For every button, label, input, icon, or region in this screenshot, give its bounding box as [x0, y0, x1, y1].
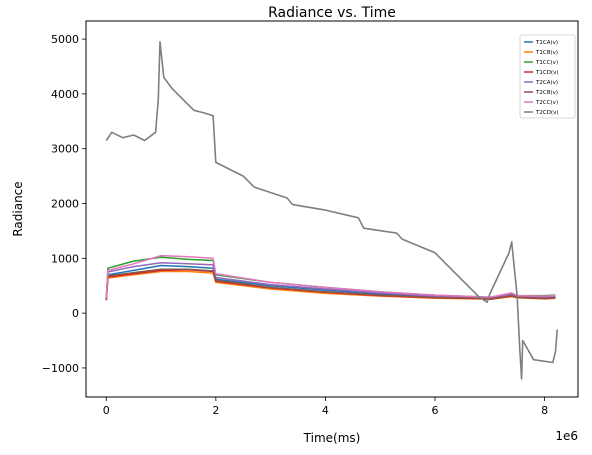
- y-tick-label: 4000: [51, 88, 79, 101]
- x-tick-label: 8: [541, 404, 548, 417]
- x-tick-label: 6: [432, 404, 439, 417]
- legend-label: T2CB(v): [535, 90, 558, 96]
- series-line-t2ccv: [105, 254, 556, 299]
- legend: T1CA(v) T1CB(v) T1CC(v) T1CD(v) T2CA(v) T2CB(…: [519, 34, 576, 119]
- y-tick-label: 5000: [51, 33, 79, 46]
- legend-label: T1CC(v): [535, 60, 558, 66]
- legend-label: T2CA(v): [535, 80, 558, 86]
- x-axis-ticks: 0 2 4 6 8: [103, 397, 548, 417]
- y-tick-label: 3000: [51, 143, 79, 156]
- series-line-t2cdv: [105, 40, 558, 380]
- series-group: [105, 40, 558, 380]
- y-axis-ticks: −1000 0 1000 2000 3000 4000 5000: [42, 33, 86, 375]
- x-tick-label: 2: [212, 404, 219, 417]
- legend-label: T2CD(v): [535, 110, 558, 116]
- legend-frame: [519, 34, 576, 119]
- legend-label: T2CC(v): [535, 100, 558, 106]
- x-tick-label: 0: [103, 404, 110, 417]
- x-axis-offset-label: 1e6: [555, 429, 578, 443]
- series-line-t2cav: [105, 261, 556, 299]
- plot-frame: [85, 20, 579, 398]
- y-tick-label: 1000: [51, 252, 79, 265]
- x-tick-label: 4: [322, 404, 329, 417]
- y-tick-label: −1000: [42, 362, 79, 375]
- legend-label: T1CD(v): [535, 70, 558, 76]
- series-line-t2cbv: [105, 268, 556, 301]
- x-axis-label: Time(ms): [303, 431, 361, 445]
- chart-title: Radiance vs. Time: [268, 5, 396, 21]
- y-axis-label: Radiance: [11, 181, 25, 236]
- y-tick-label: 2000: [51, 198, 79, 211]
- legend-label: T1CA(v): [535, 40, 558, 46]
- plot-background: [86, 21, 578, 397]
- y-tick-label: 0: [72, 307, 79, 320]
- legend-label: T1CB(v): [535, 50, 558, 56]
